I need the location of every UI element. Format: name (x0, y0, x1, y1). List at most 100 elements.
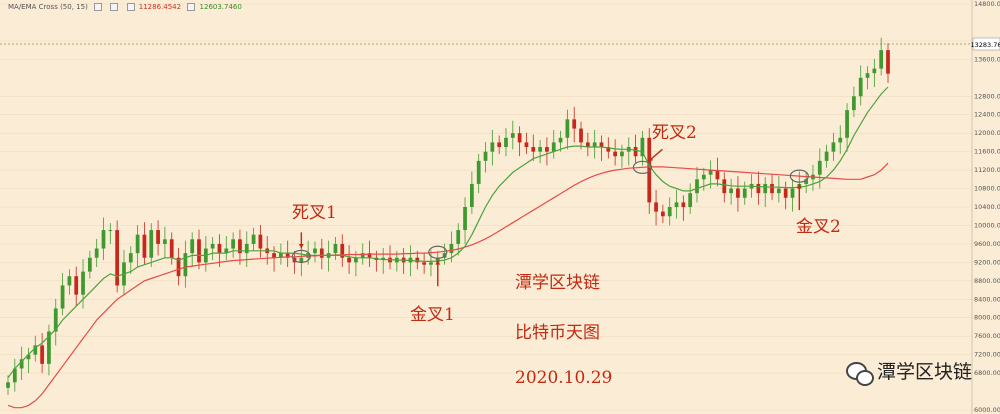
candle-body (606, 147, 611, 152)
candle-body (12, 368, 17, 383)
candle-body (463, 207, 467, 231)
y-tick-label: 11200.00 (974, 166, 1000, 174)
candle-body (558, 137, 563, 143)
candle-body (538, 147, 542, 152)
candle-body (886, 50, 890, 74)
chart-name-label: 比特币天图 (515, 323, 600, 343)
candle-body (872, 68, 877, 74)
y-tick-label: 9600.00 (974, 240, 1000, 248)
candle-body (585, 142, 590, 148)
candle-body (497, 142, 502, 148)
death-cross-1-label: 死叉1 (292, 203, 337, 223)
y-tick-label: 6800.00 (974, 369, 1000, 377)
candle-body (708, 170, 713, 175)
candle-body (456, 230, 461, 244)
indicator-header: MA/EMA Cross (50, 15) 11286.4542 12603.7… (8, 3, 242, 11)
y-tick-label: 14800.00 (974, 0, 1000, 8)
candle-body (60, 285, 65, 309)
candle-body (258, 234, 263, 249)
candle-body (33, 345, 38, 355)
watermark: 潭学区块链 (845, 357, 972, 386)
candle-body (422, 262, 426, 265)
candle-body (831, 142, 836, 152)
candles-layer (6, 37, 890, 395)
candle-body (592, 142, 597, 148)
candle-body (238, 239, 242, 254)
candle-body (231, 239, 235, 249)
grid-layer (0, 3, 972, 411)
candle-body (756, 183, 761, 194)
price-label: 13283.76 (970, 41, 1000, 49)
wechat-icon (845, 361, 874, 386)
watermark-text: 潭学区块链 (876, 361, 972, 383)
date-label: 2020.10.29 (515, 368, 613, 388)
settings-checkbox[interactable] (110, 3, 119, 11)
candle-body (729, 188, 733, 194)
candle-body (313, 248, 317, 254)
remove-checkbox[interactable] (126, 3, 135, 11)
candle-body (128, 253, 133, 263)
candle-body (845, 110, 849, 138)
candle-body (531, 147, 536, 152)
price-axis: 14800.0014000.0013600.0012800.0012400.00… (974, 0, 1000, 414)
indicator-name: MA/EMA Cross (50, 15) (8, 3, 88, 11)
candle-body (190, 239, 195, 254)
candle-body (415, 257, 420, 263)
candle-body (169, 239, 174, 258)
candle-body (142, 234, 147, 258)
candle-body (470, 183, 474, 207)
candle-body (510, 133, 515, 138)
candle-body (74, 276, 79, 295)
candle-body (19, 359, 24, 369)
indicator-value-green: 12603.7460 (199, 3, 242, 11)
candle-body (272, 253, 276, 258)
candle-body (87, 257, 92, 272)
y-tick-label: 9200.00 (974, 258, 1000, 266)
candle-body (354, 257, 358, 263)
candle-body (790, 188, 795, 198)
cross-markers-layer (291, 148, 809, 287)
price-label-box (972, 37, 1000, 51)
value-checkbox[interactable] (187, 3, 196, 11)
candle-body (545, 147, 549, 152)
y-tick-label: 10800.00 (974, 185, 1000, 193)
death-cross-1-arrowhead (298, 243, 304, 249)
candle-body (838, 137, 843, 143)
candle-body (722, 179, 727, 194)
candle-body (804, 179, 809, 184)
candle-body (483, 151, 488, 161)
golden-cross-2-arrowhead (796, 184, 802, 189)
candle-body (688, 193, 693, 207)
candle-body (367, 253, 372, 258)
fast-ma-line (7, 86, 889, 379)
golden-cross-1-label: 金叉1 (410, 305, 455, 325)
candle-body (163, 239, 167, 244)
y-tick-label: 8800.00 (974, 277, 1000, 285)
candle-body (579, 128, 583, 143)
candle-body (613, 151, 618, 157)
candle-body (285, 253, 290, 258)
candle-body (435, 257, 440, 263)
y-tick-label: 8000.00 (974, 314, 1000, 322)
golden-cross-1-marker (428, 245, 448, 259)
death-cross-1-marker (291, 249, 311, 263)
golden-cross-2-label: 金叉2 (796, 217, 841, 237)
slow-ma-line (7, 162, 889, 409)
candle-body (661, 211, 665, 217)
visibility-checkbox[interactable] (94, 3, 103, 11)
candle-body (135, 234, 140, 254)
candle-body (347, 257, 351, 263)
candle-body (865, 73, 870, 78)
candle-body (429, 262, 433, 265)
candle-body (599, 142, 604, 148)
candle-body (183, 253, 188, 277)
candle-body (654, 202, 658, 212)
candle-body (736, 188, 740, 198)
candle-body (149, 230, 154, 258)
death-cross-2-marker (632, 160, 653, 174)
candle-body (224, 248, 229, 254)
candle-body (94, 248, 99, 258)
candle-body (101, 230, 106, 249)
